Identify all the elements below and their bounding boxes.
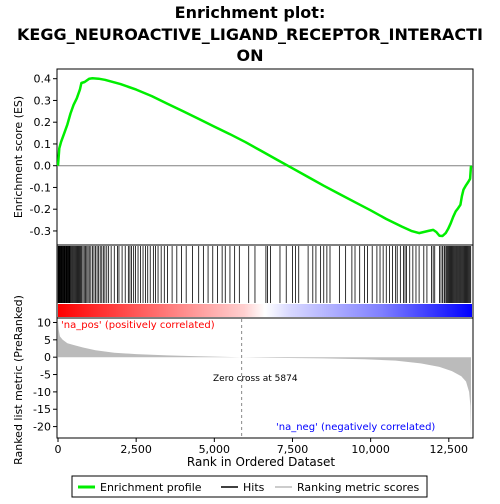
zero-cross-label: Zero cross at 5874: [213, 374, 298, 384]
es-y-tick-label: -0.3: [30, 225, 51, 238]
x-tick-label: 2,500: [120, 443, 152, 456]
es-y-tick-label: 0.3: [34, 94, 52, 107]
x-tick-label: 10,000: [351, 443, 390, 456]
legend-hits-label: Hits: [243, 481, 265, 494]
hits-group: [57, 246, 472, 303]
legend-enrichment-label: Enrichment profile: [100, 481, 202, 494]
x-axis-label: Rank in Ordered Dataset: [187, 455, 335, 469]
es-curve-group: [56, 77, 473, 238]
x-tick-label: 5,000: [199, 443, 231, 456]
ranking-y-tick-label: -5: [40, 369, 51, 382]
es-y-ticks: 0.4 0.3 0.2 0.1 0.0 -0.1 -0.2 -0.3: [30, 73, 57, 238]
x-tick-label: 7,500: [277, 443, 309, 456]
legend-box: [71, 475, 428, 498]
x-ticks: 0 2,500 5,000 7,500 10,000 12,500: [55, 438, 469, 456]
es-y-tick-label: 0.4: [34, 73, 52, 86]
neg-correlated-label: 'na_neg' (negatively correlated): [276, 422, 435, 433]
es-y-tick-label: -0.1: [30, 181, 51, 194]
pos-correlated-label: 'na_pos' (positively correlated): [61, 320, 215, 331]
es-y-tick-label: 0.1: [34, 138, 52, 151]
ranking-y-axis-label: Ranked list metric (PreRanked): [12, 295, 25, 465]
legend-ranking-label: Ranking metric scores: [297, 481, 419, 494]
es-y-tick-label: -0.2: [30, 203, 51, 216]
es-y-tick-label: 0.0: [34, 160, 52, 173]
ranking-y-tick-label: -15: [33, 403, 51, 416]
ranking-y-tick-label: 10: [37, 316, 51, 329]
title-line-3: ON: [237, 46, 264, 65]
title-line-1: Enrichment plot:: [175, 3, 326, 22]
enrichment-profile-line: [56, 77, 473, 238]
ranking-y-tick-label: 0: [44, 351, 51, 364]
ranking-y-tick-label: -10: [33, 386, 51, 399]
es-panel-frame: [56, 68, 474, 246]
ranking-y-tick-label: -20: [33, 421, 51, 434]
ranking-group: [58, 319, 471, 437]
correlation-heat-strip: [58, 304, 472, 317]
es-y-axis-label: Enrichment score (ES): [12, 96, 25, 218]
ranking-panel-frame: [56, 317, 474, 439]
ranking-y-tick-label: 5: [44, 334, 51, 347]
x-tick-label: 0: [55, 443, 62, 456]
es-y-tick-label: 0.2: [34, 116, 52, 129]
x-tick-label: 12,500: [430, 443, 469, 456]
title-line-2: KEGG_NEUROACTIVE_LIGAND_RECEPTOR_INTERAC…: [17, 25, 483, 44]
ranking-y-ticks: 10 5 0 -5 -10 -15 -20: [33, 316, 57, 434]
